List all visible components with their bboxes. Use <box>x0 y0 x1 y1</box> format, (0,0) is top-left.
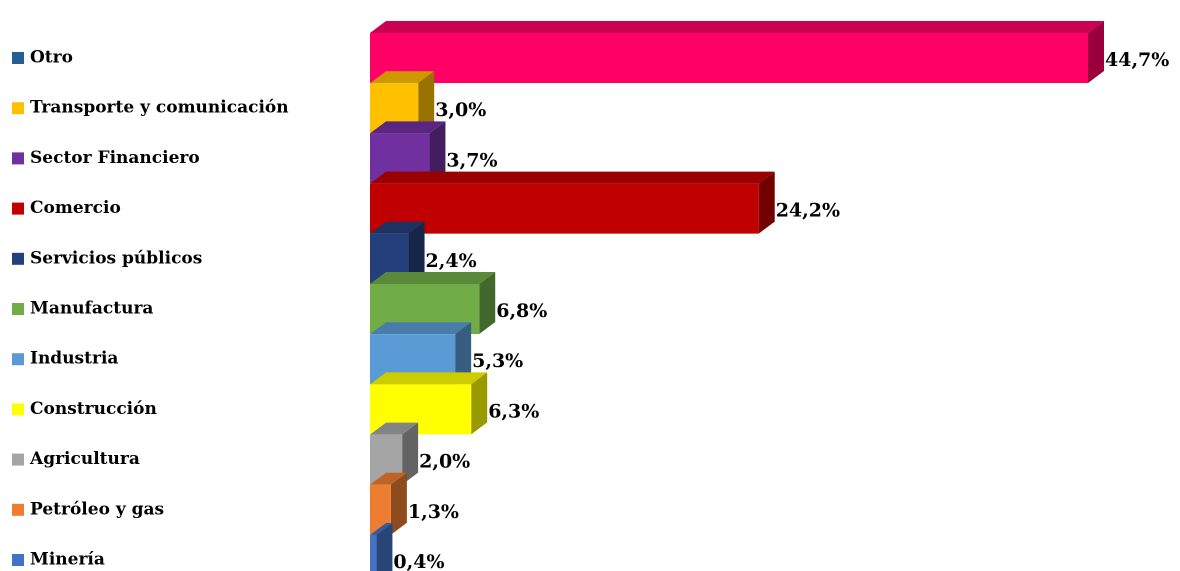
bar-front <box>370 334 456 385</box>
bar-side <box>455 322 472 385</box>
bar <box>370 71 435 134</box>
bar-top <box>370 171 775 184</box>
bar-side <box>479 272 496 334</box>
bar <box>370 472 407 535</box>
value-label: 5,3% <box>472 350 523 372</box>
bar <box>370 272 496 334</box>
bar-top <box>370 372 488 385</box>
bar-side <box>376 523 393 571</box>
legend-label: Petróleo y gas <box>30 499 164 519</box>
legend-swatch <box>12 303 24 315</box>
legend-label: Otro <box>30 48 73 68</box>
legend-label: Sector Financiero <box>30 148 200 168</box>
legend-swatch <box>12 554 24 566</box>
value-label: 2,0% <box>419 451 470 473</box>
bar-side <box>390 472 407 535</box>
bar-top <box>370 272 496 284</box>
bar-top <box>370 121 446 134</box>
legend-swatch <box>12 403 24 416</box>
bar-side <box>758 171 775 234</box>
bar-side <box>418 71 435 134</box>
legend-label: Construcción <box>30 399 157 419</box>
bar-front <box>370 484 391 535</box>
bar-front <box>370 434 403 485</box>
bar-side <box>429 121 446 184</box>
legend-swatch <box>12 453 24 466</box>
bar <box>370 322 472 385</box>
bar-front <box>370 384 472 435</box>
bar-top <box>370 422 419 435</box>
legend-swatch <box>12 252 24 265</box>
bar-front <box>370 133 430 184</box>
bar <box>370 221 425 284</box>
bar-top <box>370 472 407 485</box>
legend-swatch <box>12 102 24 115</box>
legend-label: Transporte y comunicación <box>30 98 289 118</box>
bar-side <box>471 372 488 435</box>
value-label: 3,0% <box>435 99 486 121</box>
bar-top <box>370 221 425 234</box>
legend-swatch <box>12 152 24 165</box>
value-label: 1,3% <box>408 501 459 523</box>
bar-top <box>370 71 435 84</box>
value-label: 6,3% <box>488 400 539 422</box>
bar <box>370 372 488 435</box>
bar-side <box>402 422 419 485</box>
bar-front <box>370 33 1088 83</box>
bar-front <box>370 233 409 284</box>
legend-swatch <box>12 353 24 366</box>
bar <box>370 121 446 184</box>
bar <box>370 523 393 571</box>
bar-side <box>408 221 425 284</box>
bar <box>370 422 419 485</box>
legend-label: Minería <box>30 550 105 570</box>
legend-label: Industria <box>30 349 118 369</box>
value-label: 6,8% <box>496 300 547 322</box>
value-label: 44,7% <box>1105 49 1169 71</box>
bar <box>370 171 775 234</box>
legend-swatch <box>12 202 24 215</box>
value-label: 3,7% <box>446 149 497 171</box>
bar-top <box>370 21 1104 33</box>
legend-label: Agricultura <box>29 449 140 469</box>
bar-front <box>370 284 480 334</box>
value-label: 2,4% <box>426 250 477 272</box>
bar-side <box>1088 21 1104 83</box>
legend-swatch <box>12 52 24 64</box>
bar-top <box>370 322 472 335</box>
legend-swatch <box>12 503 24 516</box>
legend-label: Servicios públicos <box>30 248 202 268</box>
bar-front <box>370 83 419 134</box>
bar-front <box>370 535 377 571</box>
bar-top <box>370 523 393 535</box>
legend-label: Manufactura <box>30 299 153 319</box>
legend-label: Comercio <box>30 198 121 218</box>
bar-front <box>370 183 759 234</box>
bar <box>370 21 1104 83</box>
value-label: 24,2% <box>776 200 840 222</box>
value-label: 0,4% <box>393 551 444 571</box>
